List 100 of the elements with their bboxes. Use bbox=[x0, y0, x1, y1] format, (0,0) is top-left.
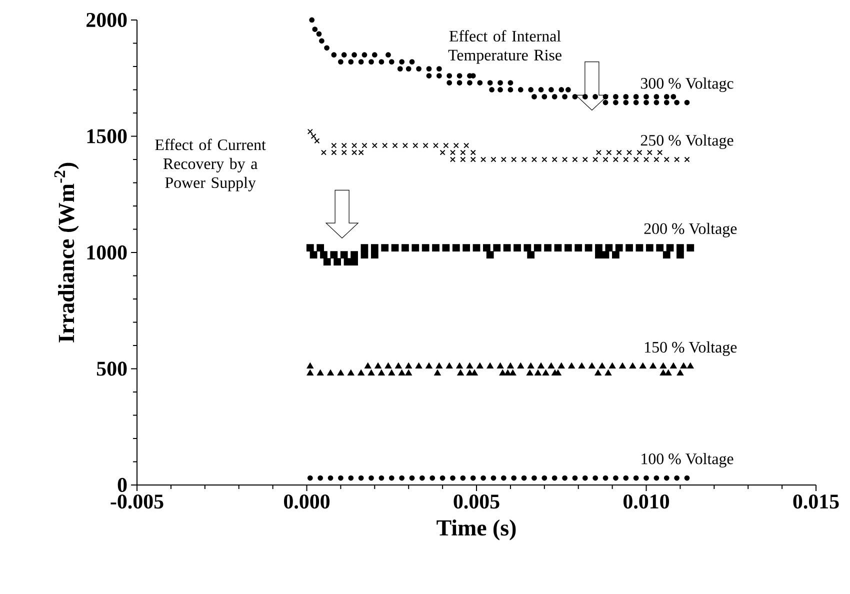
point bbox=[602, 475, 608, 481]
point bbox=[392, 142, 398, 148]
point bbox=[480, 475, 486, 481]
point bbox=[534, 244, 542, 252]
point bbox=[584, 244, 592, 252]
point bbox=[391, 244, 399, 252]
point bbox=[452, 244, 460, 252]
point bbox=[341, 150, 347, 156]
point bbox=[318, 475, 324, 481]
point bbox=[399, 475, 405, 481]
point bbox=[684, 156, 690, 162]
point bbox=[419, 475, 425, 481]
point bbox=[331, 142, 337, 148]
point bbox=[532, 475, 537, 481]
point bbox=[307, 475, 313, 481]
point bbox=[503, 244, 511, 252]
point bbox=[358, 475, 364, 481]
point bbox=[460, 156, 466, 162]
point bbox=[686, 244, 694, 252]
point bbox=[554, 244, 562, 252]
point bbox=[382, 142, 388, 148]
point bbox=[381, 244, 389, 252]
y-axis-title: Irradiance (Wm$^{-2}$) bbox=[54, 162, 79, 342]
y-tick-label: 2000 bbox=[86, 12, 127, 28]
point bbox=[323, 258, 331, 266]
point bbox=[480, 156, 486, 162]
point bbox=[490, 156, 496, 162]
point bbox=[572, 475, 578, 481]
point bbox=[464, 142, 470, 148]
point bbox=[592, 156, 598, 162]
point bbox=[564, 244, 572, 252]
point bbox=[521, 156, 527, 162]
point bbox=[633, 156, 639, 162]
point bbox=[592, 475, 598, 481]
point bbox=[552, 156, 558, 162]
point bbox=[511, 156, 517, 162]
point bbox=[412, 244, 420, 252]
point bbox=[440, 475, 446, 481]
x-axis-title: Time (s) bbox=[436, 520, 516, 540]
point bbox=[486, 251, 494, 258]
point bbox=[402, 142, 408, 148]
point bbox=[552, 475, 558, 481]
point bbox=[500, 475, 506, 481]
point bbox=[432, 244, 440, 252]
annotation: Effect of Current Recovery by a Power Supply bbox=[155, 138, 266, 192]
point bbox=[402, 244, 409, 252]
series-label: 100 % Voltage bbox=[642, 453, 734, 468]
x-tick-label: 0.000 bbox=[284, 494, 330, 509]
point bbox=[372, 142, 378, 148]
series-label: 250 % Voltage bbox=[640, 134, 734, 149]
point bbox=[582, 156, 588, 162]
point bbox=[613, 475, 618, 481]
point bbox=[493, 244, 501, 252]
point bbox=[433, 142, 439, 148]
point bbox=[341, 142, 347, 148]
point bbox=[350, 251, 358, 258]
point bbox=[370, 251, 378, 258]
point bbox=[595, 251, 602, 258]
point bbox=[362, 142, 368, 148]
point bbox=[306, 244, 314, 252]
point bbox=[657, 150, 663, 156]
point bbox=[350, 258, 358, 266]
point bbox=[654, 156, 660, 162]
series-label: 150 % Voltage bbox=[645, 341, 737, 356]
point bbox=[460, 475, 466, 481]
y-tick-label: 0 bbox=[118, 478, 127, 492]
point bbox=[644, 475, 649, 481]
point bbox=[314, 138, 320, 144]
point bbox=[348, 475, 354, 481]
point bbox=[340, 251, 348, 258]
x-tick-label: 0.015 bbox=[793, 494, 839, 509]
point bbox=[310, 133, 316, 139]
point bbox=[462, 244, 470, 252]
point bbox=[674, 475, 680, 481]
point bbox=[574, 244, 582, 252]
point bbox=[450, 475, 456, 481]
point bbox=[328, 475, 334, 481]
point bbox=[616, 150, 622, 156]
point bbox=[511, 475, 517, 481]
point bbox=[470, 156, 476, 162]
point bbox=[596, 150, 602, 156]
point bbox=[572, 156, 578, 162]
point bbox=[378, 475, 384, 481]
point bbox=[440, 150, 446, 156]
point bbox=[470, 150, 476, 156]
point bbox=[422, 244, 430, 252]
point bbox=[450, 150, 456, 156]
point bbox=[307, 128, 313, 134]
point bbox=[612, 251, 620, 258]
point bbox=[320, 150, 326, 156]
point bbox=[636, 244, 644, 252]
point bbox=[664, 156, 670, 162]
point bbox=[500, 156, 506, 162]
point bbox=[316, 244, 324, 252]
point bbox=[521, 475, 527, 481]
point bbox=[623, 156, 629, 162]
point bbox=[582, 475, 588, 481]
point bbox=[388, 475, 394, 481]
point bbox=[334, 258, 341, 266]
point bbox=[344, 258, 352, 266]
